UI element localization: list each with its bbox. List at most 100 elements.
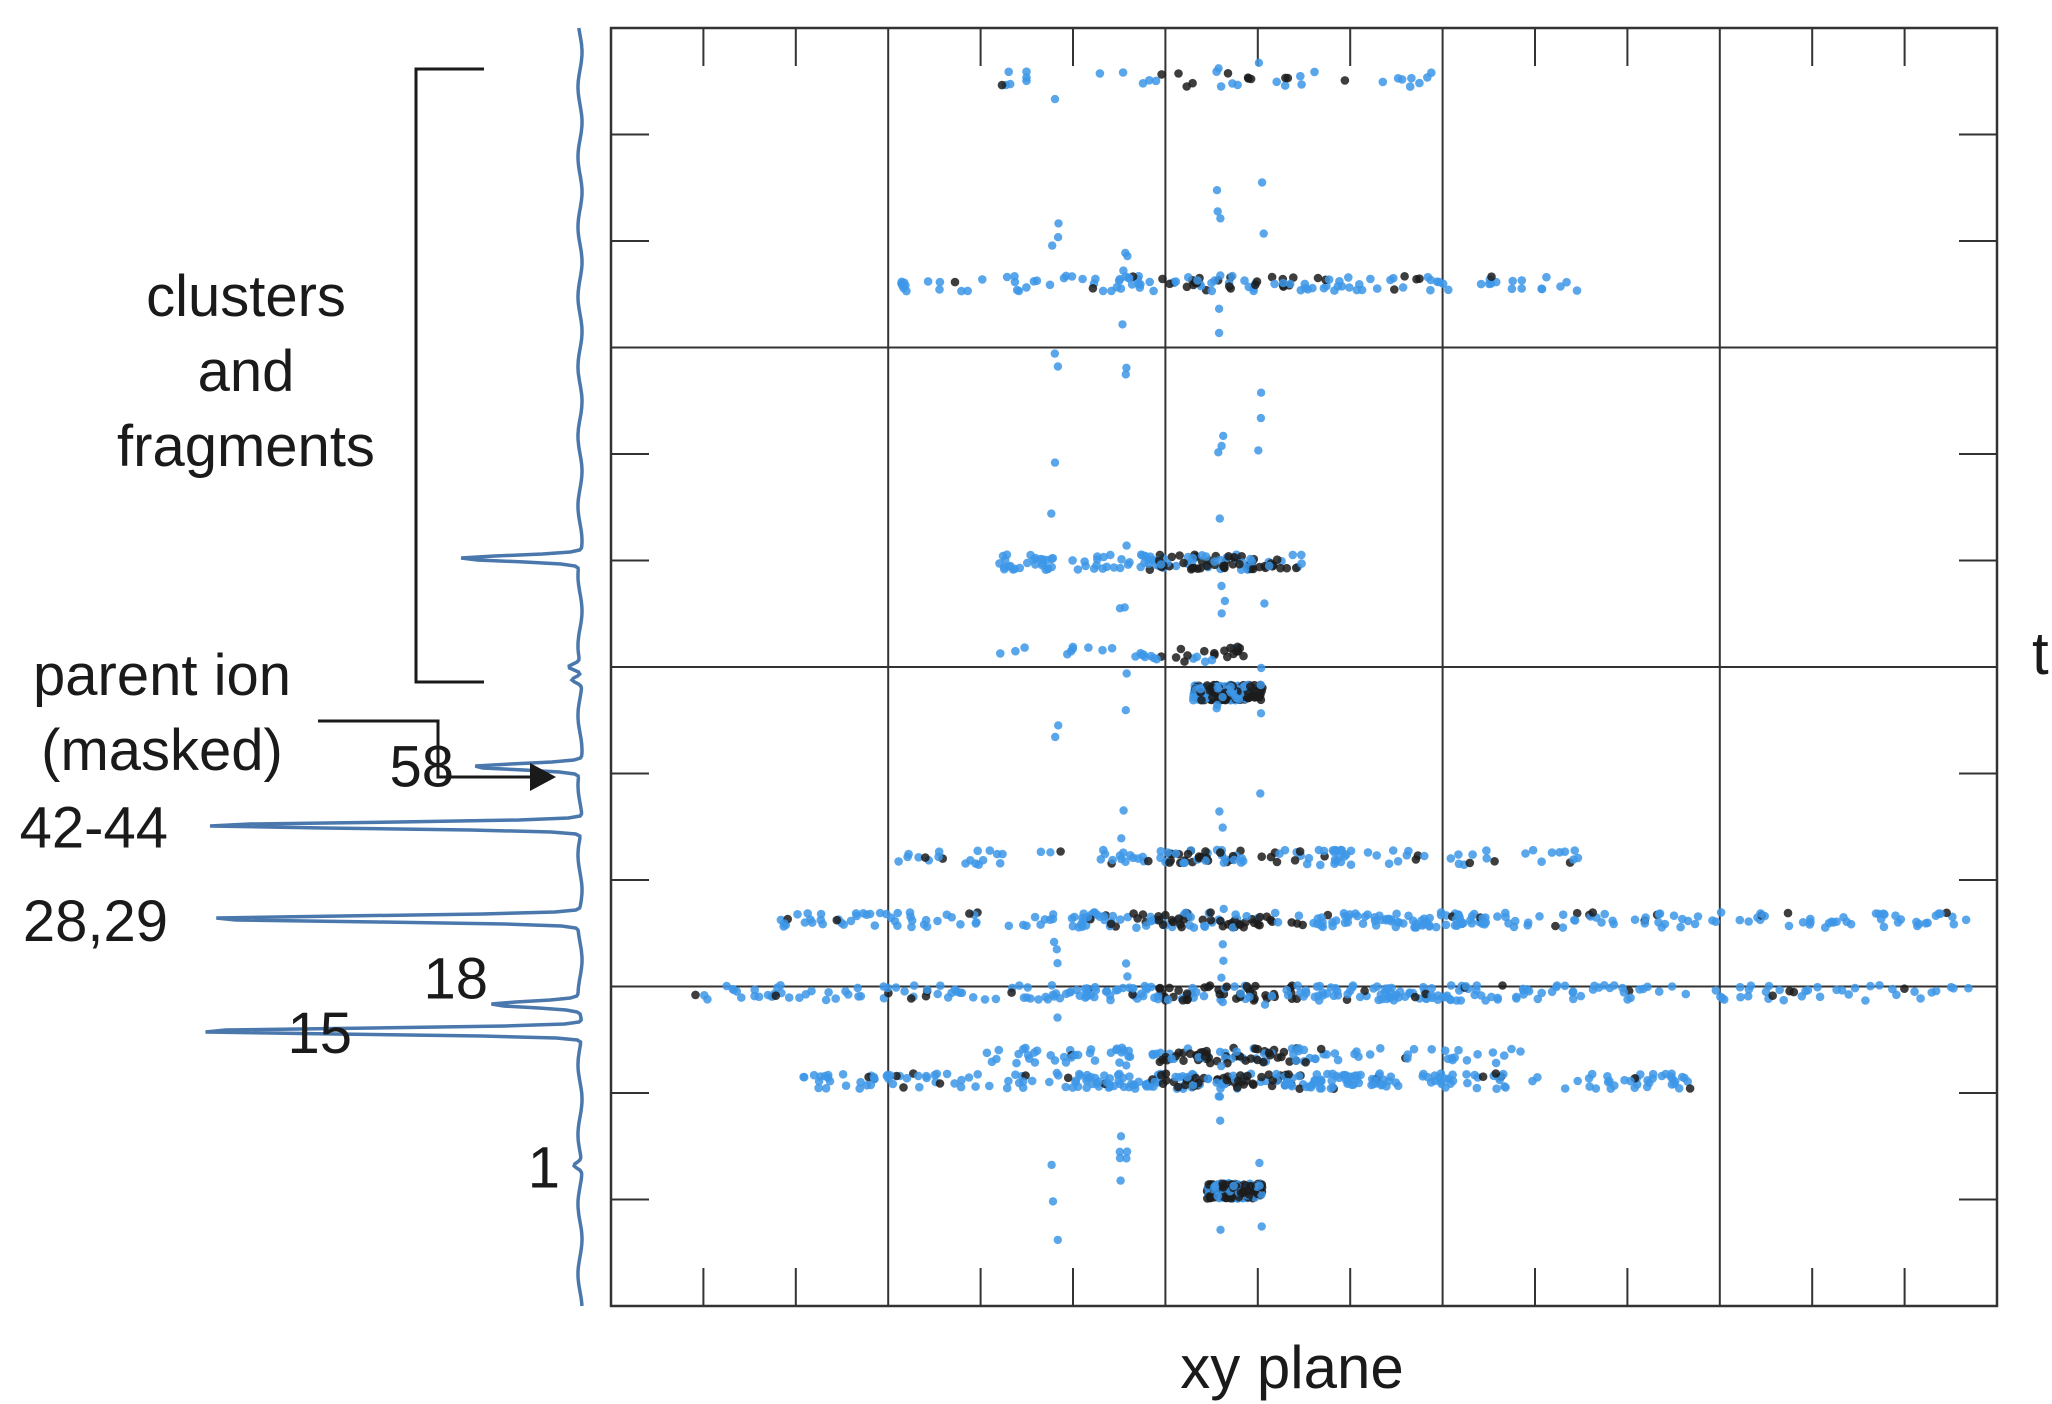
data-point xyxy=(1735,982,1745,992)
data-point xyxy=(1154,916,1164,925)
data-point xyxy=(1423,73,1432,82)
data-point xyxy=(1200,646,1209,656)
data-point xyxy=(1934,909,1944,918)
data-point xyxy=(1011,646,1020,656)
spectrum-peak-label: 28,29 xyxy=(23,889,168,954)
data-point xyxy=(1284,1070,1293,1079)
data-point xyxy=(1082,1076,1091,1085)
data-point xyxy=(1309,918,1318,928)
spectrum-peak-labels: 1 15 18 28,29 42-44 58 xyxy=(20,735,560,1201)
data-point xyxy=(1290,856,1300,865)
data-point xyxy=(1129,984,1138,993)
data-point xyxy=(1118,983,1128,993)
data-point xyxy=(892,1071,901,1081)
data-point xyxy=(1214,448,1223,457)
data-point xyxy=(1246,1181,1255,1191)
data-point xyxy=(1735,915,1745,925)
data-point xyxy=(1476,991,1486,1000)
data-point xyxy=(1964,983,1973,993)
data-point xyxy=(1114,1076,1123,1085)
data-point xyxy=(1171,561,1181,571)
data-point xyxy=(846,916,856,926)
data-point xyxy=(923,277,933,286)
data-point xyxy=(1789,987,1799,997)
data-point xyxy=(900,987,909,996)
data-point xyxy=(1405,82,1415,91)
data-point xyxy=(737,993,746,1002)
data-point xyxy=(1850,983,1860,993)
data-point xyxy=(921,915,931,925)
data-point xyxy=(996,649,1005,658)
data-point xyxy=(1200,922,1210,931)
data-point xyxy=(1343,912,1353,922)
data-point xyxy=(1217,441,1226,451)
data-point xyxy=(1076,1071,1085,1080)
data-point xyxy=(1643,982,1652,992)
data-point xyxy=(1121,370,1131,379)
data-point xyxy=(1121,959,1131,968)
data-point xyxy=(732,987,742,996)
data-point xyxy=(1217,1061,1226,1071)
parent-ion-label-line-1: parent ion xyxy=(33,643,291,708)
data-point xyxy=(1218,940,1228,949)
data-point xyxy=(1246,682,1255,691)
data-point xyxy=(1603,1077,1613,1087)
data-point xyxy=(1212,704,1221,713)
data-point xyxy=(821,1084,831,1093)
data-point xyxy=(1213,1191,1222,1201)
data-point xyxy=(1098,645,1107,655)
data-point xyxy=(1233,1083,1242,1092)
data-point xyxy=(1391,1078,1401,1087)
data-point xyxy=(1310,992,1320,1002)
data-point xyxy=(1294,911,1304,920)
data-point xyxy=(1846,919,1856,929)
data-point xyxy=(997,80,1007,90)
data-point xyxy=(1050,458,1060,467)
data-point xyxy=(1390,285,1399,294)
data-point xyxy=(1386,275,1395,285)
data-point xyxy=(1146,916,1155,926)
data-point xyxy=(800,918,810,927)
data-point xyxy=(1047,509,1056,518)
data-point xyxy=(1109,563,1119,572)
data-point xyxy=(1584,1074,1594,1083)
data-point xyxy=(1256,388,1266,397)
data-point xyxy=(1282,563,1292,573)
data-point xyxy=(1102,562,1111,572)
data-point xyxy=(1121,248,1130,258)
data-point xyxy=(1144,76,1154,85)
data-point xyxy=(1226,688,1236,697)
data-point xyxy=(1115,1153,1125,1163)
data-point xyxy=(1472,1083,1482,1093)
data-point xyxy=(784,993,794,1002)
data-point xyxy=(894,857,903,866)
data-point xyxy=(1206,908,1215,917)
data-point xyxy=(1150,1077,1159,1087)
data-point xyxy=(968,993,978,1002)
data-point xyxy=(1002,272,1012,282)
data-point xyxy=(1287,918,1296,927)
data-point xyxy=(1270,279,1279,289)
data-point xyxy=(1685,1084,1695,1093)
data-point xyxy=(1323,1069,1332,1079)
data-point xyxy=(1415,274,1424,284)
x-axis-label: xy plane xyxy=(1180,1334,1403,1401)
data-point xyxy=(1098,286,1108,296)
data-point xyxy=(814,1083,823,1093)
data-point xyxy=(1067,272,1077,281)
data-point xyxy=(1210,648,1219,658)
data-point xyxy=(1115,1147,1125,1157)
data-point xyxy=(965,909,974,918)
data-point xyxy=(921,853,930,862)
data-point xyxy=(1122,1154,1131,1163)
data-point xyxy=(903,852,912,862)
data-point xyxy=(1119,1046,1129,1055)
data-point xyxy=(1297,80,1306,89)
data-point xyxy=(1197,695,1206,705)
data-point xyxy=(1669,911,1679,920)
data-point xyxy=(980,995,990,1004)
data-point xyxy=(1138,910,1148,919)
data-point xyxy=(1260,599,1269,608)
data-point xyxy=(1871,909,1881,918)
data-point xyxy=(807,918,817,927)
